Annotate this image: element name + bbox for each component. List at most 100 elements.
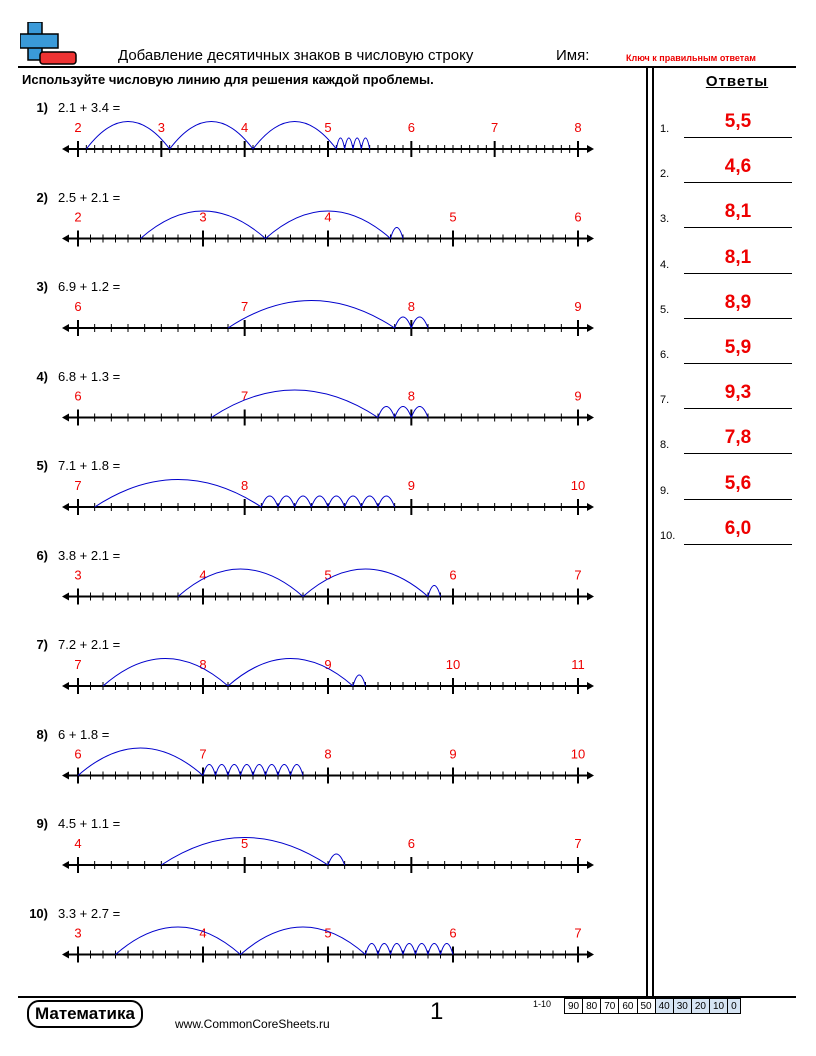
problem-number: 8) (36, 726, 48, 742)
answer-value: 5,9 (724, 337, 752, 358)
number-line-label: 6 (449, 926, 456, 941)
number-line-label: 3 (199, 210, 206, 225)
arrow-left-icon (62, 771, 69, 780)
answer-line (684, 317, 792, 319)
jump-arc (211, 389, 379, 418)
jump-arc (85, 121, 171, 150)
answers-title: Ответы (705, 73, 769, 90)
arrow-left-icon (62, 861, 69, 869)
arrow-left-icon (62, 234, 69, 243)
answer-line (684, 408, 792, 410)
arrow-left-icon (62, 503, 69, 511)
score-cell: 90 (563, 998, 584, 1014)
small-jump-arc (277, 764, 291, 776)
small-jump-arc (344, 137, 354, 150)
number-line-label: 6 (74, 389, 81, 404)
small-jump-arc (294, 495, 312, 508)
arrow-left-icon (62, 413, 69, 422)
answer-key-label: Ключ к правильным ответам (626, 53, 756, 63)
small-jump-arc (202, 764, 216, 776)
number-line-label: 5 (324, 926, 331, 941)
small-jump-arc (227, 764, 241, 776)
column-divider-left (646, 66, 648, 996)
small-jump-arc (327, 495, 346, 508)
jump-arc (169, 121, 254, 150)
jump-arc (177, 568, 304, 597)
arrow-right-icon (587, 324, 594, 332)
answer-number: 9. (660, 484, 670, 497)
small-jump-arc (440, 943, 454, 955)
score-cell: 80 (582, 998, 602, 1014)
number-line-label: 4 (199, 568, 206, 583)
answer-line (684, 363, 792, 364)
number-line-label: 7 (74, 657, 81, 672)
number-line-label: 8 (199, 657, 206, 672)
header-divider (18, 66, 796, 68)
score-table: 90 80 70 60 50 40 30 20 10 0 (563, 998, 741, 1014)
page-number: 1 (430, 998, 444, 1025)
answer-value: 7,8 (724, 427, 752, 449)
arrow-right-icon (587, 950, 594, 959)
number-line-label: 2 (74, 210, 81, 225)
number-line-label: 6 (408, 836, 415, 851)
small-jump-arc (377, 406, 396, 418)
small-jump-arc (260, 495, 279, 508)
small-jump-arc (360, 495, 379, 508)
jump-arc (240, 926, 366, 955)
arrow-left-icon (62, 592, 69, 601)
arrow-right-icon (587, 592, 594, 601)
number-line-label: 7 (574, 568, 581, 583)
number-line-label: 6 (449, 568, 456, 583)
answer-value: 6,0 (724, 517, 752, 539)
footer-divider (18, 996, 796, 998)
arrow-right-icon (587, 234, 594, 243)
number-line-label: 9 (449, 747, 456, 762)
number-line-label: 11 (571, 657, 585, 672)
jump-arc (265, 210, 391, 239)
number-line-label: 7 (574, 926, 581, 941)
small-jump-arc (290, 764, 304, 776)
number-line-label: 8 (324, 747, 331, 762)
jump-arc (102, 658, 229, 687)
jump-arc (227, 300, 395, 329)
number-line-label: 7 (199, 747, 206, 762)
number-line-label: 6 (408, 120, 415, 135)
math-badge: Математика (27, 1000, 143, 1028)
answer-line (684, 137, 792, 138)
name-label: Имя: (556, 47, 590, 64)
score-cell: 50 (636, 998, 656, 1014)
instructions: Используйте числовую линию для решения к… (22, 72, 434, 87)
number-line-label: 8 (408, 299, 415, 314)
problem-expression: 7.2 + 2.1 = (58, 637, 121, 652)
number-line-label: 9 (408, 478, 415, 493)
number-line-label: 5 (449, 210, 456, 225)
column-divider-right (652, 66, 654, 996)
small-jump-arc (252, 764, 266, 776)
answer-value: 9,3 (724, 382, 752, 404)
number-line-label: 10 (571, 747, 585, 762)
answer-value: 8,1 (724, 201, 752, 223)
score-cell: 10 (708, 998, 729, 1014)
jump-arc (302, 568, 429, 597)
small-jump-arc (402, 943, 416, 955)
small-jump-arc (352, 137, 362, 150)
number-line-label: 8 (408, 389, 415, 404)
answer-value: 5,5 (724, 111, 752, 132)
site-url: www.CommonCoreSheets.ru (175, 1017, 330, 1031)
answer-value: 8,9 (724, 291, 752, 313)
small-jump-arc (310, 495, 329, 508)
jump-arc (161, 837, 329, 866)
score-cell: 60 (618, 998, 638, 1014)
problem-number: 4) (36, 368, 48, 384)
small-jump-arc (335, 137, 346, 150)
small-jump-arc (360, 137, 371, 150)
problem-expression: 6.9 + 1.2 = (58, 279, 121, 294)
small-jump-arc (377, 943, 391, 955)
number-line-label: 9 (574, 389, 581, 404)
problem-expression: 7.1 + 1.8 = (58, 458, 121, 473)
problem-number: 5) (36, 458, 48, 473)
problem-expression: 4.5 + 1.1 = (58, 816, 121, 831)
small-jump-arc (352, 674, 366, 687)
arrow-left-icon (62, 324, 69, 332)
